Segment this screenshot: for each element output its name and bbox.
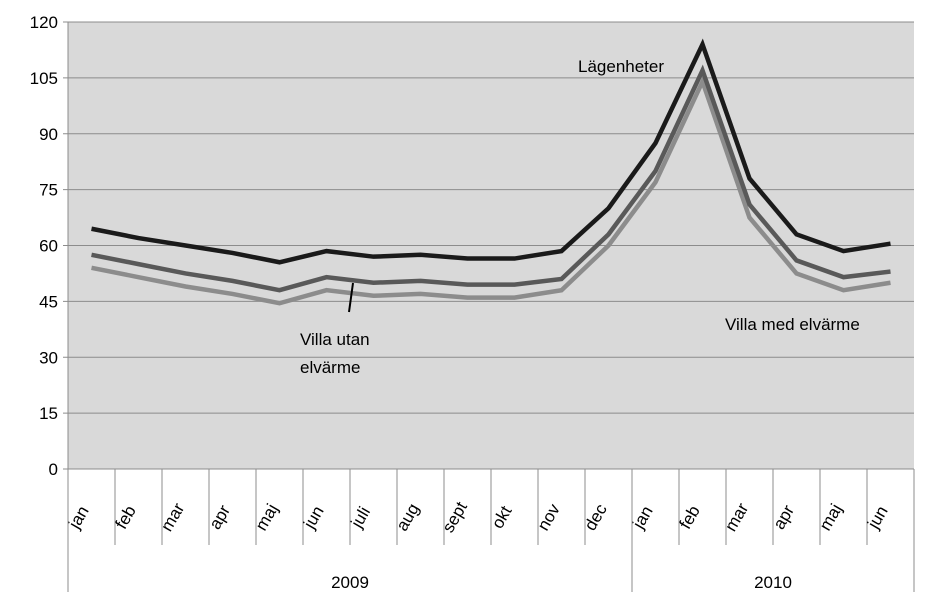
series-line: [91, 75, 891, 306]
series-label: Lägenheter: [578, 57, 665, 76]
x-tick-label: feb: [112, 502, 140, 532]
y-tick-label: 75: [39, 181, 58, 200]
x-tick-label: sept: [438, 498, 471, 536]
series-line: [91, 64, 891, 293]
x-tick-label: jun: [299, 503, 327, 533]
x-tick-label: apr: [769, 502, 798, 533]
x-tick-label: jun: [863, 503, 891, 533]
leader-line: [348, 282, 354, 313]
y-tick-label: 105: [30, 69, 58, 88]
x-tick-label: jan: [628, 503, 656, 533]
y-tick-label: 0: [49, 460, 58, 479]
x-tick-label: apr: [205, 502, 234, 533]
x-tick-label: jan: [64, 503, 92, 533]
y-tick-label: 45: [39, 292, 58, 311]
series-line: [91, 38, 891, 265]
series-label: Villa med elvärme: [725, 315, 860, 334]
x-tick-label: juli: [347, 503, 374, 531]
x-group-label: 2009: [331, 573, 369, 592]
x-tick-label: okt: [488, 502, 516, 531]
x-tick-label: feb: [676, 502, 704, 532]
y-tick-label: 60: [39, 237, 58, 256]
x-group-label: 2010: [754, 573, 792, 592]
y-tick-label: 120: [30, 13, 58, 32]
y-tick-label: 90: [39, 125, 58, 144]
y-tick-label: 15: [39, 404, 58, 423]
y-tick-label: 30: [39, 348, 58, 367]
series-label: Villa utan elvärme: [300, 330, 370, 377]
